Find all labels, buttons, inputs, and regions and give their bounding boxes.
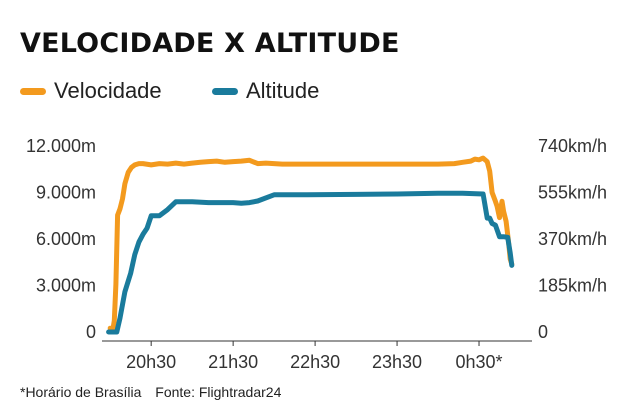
right-tick-label: 185km/h (538, 276, 607, 296)
left-tick-label: 6.000m (36, 229, 96, 249)
legend-item-altitude: Altitude (212, 78, 319, 104)
x-tick-label: 20h30 (126, 352, 176, 372)
left-tick-label: 3.000m (36, 276, 96, 296)
series-layer (106, 155, 515, 335)
series-line-velocidade (107, 155, 515, 334)
x-tick-label: 0h30* (455, 352, 502, 372)
legend-swatch-velocidade (20, 87, 46, 95)
right-tick-label: 370km/h (538, 229, 607, 249)
legend-item-velocidade: Velocidade (20, 78, 162, 104)
source-credit: Fonte: Flightradar24 (155, 384, 282, 400)
x-tick-label: 23h30 (372, 352, 422, 372)
left-tick-label: 12.000m (26, 136, 96, 156)
right-tick-label: 0 (538, 322, 548, 342)
x-tick-label: 21h30 (208, 352, 258, 372)
right-tick-label: 555km/h (538, 183, 607, 203)
legend-swatch-altitude (212, 87, 238, 95)
x-tick-label: 22h30 (290, 352, 340, 372)
footnote-timezone: *Horário de Brasília (20, 384, 142, 400)
left-tick-label: 0 (86, 322, 96, 342)
footer: *Horário de Brasília Fonte: Flightradar2… (20, 384, 281, 400)
chart-title: VELOCIDADE X ALTITUDE (20, 28, 400, 59)
right-axis: 0 185km/h 370km/h 555km/h 740km/h (538, 136, 607, 342)
series-line-altitude (106, 190, 515, 335)
legend-label-velocidade: Velocidade (54, 78, 162, 103)
legend-label-altitude: Altitude (246, 78, 320, 103)
right-tick-label: 740km/h (538, 136, 607, 156)
left-tick-label: 9.000m (36, 183, 96, 203)
x-axis: 20h30 21h30 22h30 23h30 0h30* (102, 340, 532, 372)
left-axis: 0 3.000m 6.000m 9.000m 12.000m (26, 136, 96, 342)
